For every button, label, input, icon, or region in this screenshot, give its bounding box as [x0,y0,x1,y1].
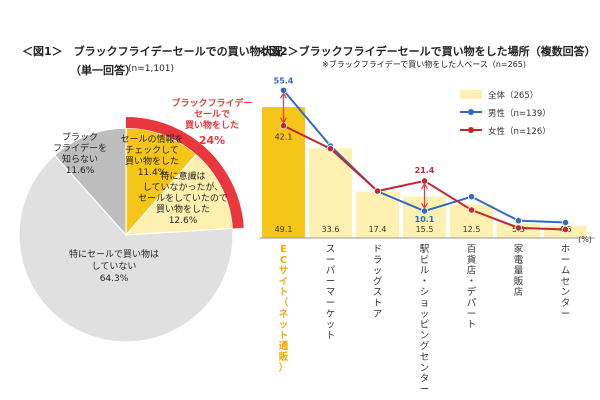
bar-value: 17.4 [369,225,387,234]
fig1-subtitle: （単一回答） [70,64,136,77]
bar-value: 15.5 [416,225,434,234]
category-label: 百貨店・デパート [467,244,477,331]
legend-swatch [460,90,482,99]
series-point [467,206,476,214]
bar [309,148,352,238]
slice-label-not-bought: 特にセールで買い物はしていない 64.3% [69,248,159,284]
fig1-title: ＜図1＞ ブラックフライデーセールでの買い物状況 [22,45,283,58]
male-value-label: 10.1 [415,215,435,224]
female-value-label: 21.4 [415,166,435,175]
series-point [326,145,335,153]
highlight-value: 24% [199,134,225,147]
legend-label: 全体（265） [488,90,538,101]
category-label: スーパーマーケット [326,244,336,341]
legend-label: 男性（n=139） [488,108,551,119]
category-label: E C サイト（ネット通販） [279,244,289,374]
slice-label-unaware: ブラックフライデーを知らない 11.6% [53,131,107,176]
pie-slice [125,127,198,237]
unit-label: (%) [578,235,592,244]
male-value-label: 55.4 [274,76,294,85]
category-label: ドラッグストア [373,244,383,320]
series-point [514,224,523,232]
slice-label-checked: セールの情報をチェックして買い物をした 11.4% [120,133,183,178]
arrow-head [420,182,429,190]
arrow-head [279,92,288,99]
legend-marker [468,127,474,133]
pie-slice [18,154,234,343]
fig1-n: (n=1,101) [128,64,175,74]
pie-slice [53,127,127,237]
category-label: 駅ビル・ショッピングセンター [420,244,430,395]
bar-value: 12.5 [463,225,481,234]
bar-line-chart: 49.133.617.415.512.55.34.5(%)55.442.121.… [260,76,595,395]
category-label: 家電量販店 [514,243,524,298]
legend-label: 女性（n=126） [488,126,551,137]
arrow-head [420,202,429,210]
fig2-title: ＜図2＞ブラックフライデーセールで買い物をした場所（複数回答） [258,45,596,58]
fig2-note: ※ブラックフライデーで買い物をした人ベース（n=265) [322,60,526,69]
bar-value: 49.1 [275,225,293,234]
bar-value: 33.6 [322,225,340,234]
series-point [561,225,570,234]
female-value-label: 42.1 [275,133,293,142]
series-point [467,193,476,201]
pie-highlight-arc [126,117,244,229]
arrow-head [279,117,288,124]
highlight-label: ブラックフライデーセールで買い物をした [171,97,252,131]
pie-chart: セールの情報をチェックして買い物をした 11.4%特に意識はしていなかったが、セー… [18,97,253,343]
series-point [514,217,523,225]
slice-label-unplanned: 特に意識はしていなかったが、セールをしていたので買い物をした 12.6% [138,170,228,226]
series-point [373,187,382,195]
category-label: ホームセンター [561,244,571,320]
bar [356,191,399,238]
legend-marker [468,109,474,115]
series-point [561,218,570,227]
